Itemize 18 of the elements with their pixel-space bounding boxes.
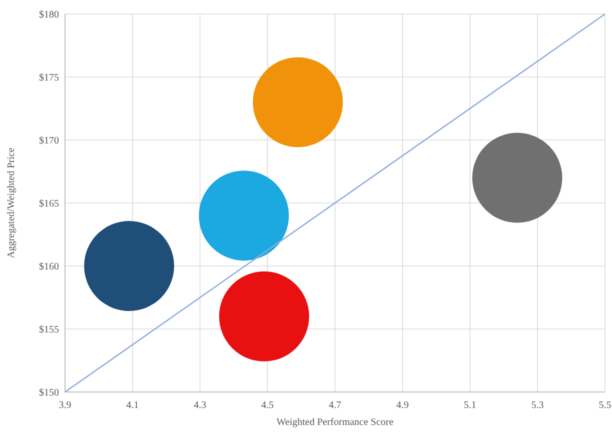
y-tick-label: $175 bbox=[39, 72, 59, 84]
y-tick-label: $170 bbox=[39, 136, 59, 146]
y-axis-title: Aggregated/Weighted Price bbox=[6, 147, 17, 258]
x-tick-label: 4.7 bbox=[328, 400, 342, 411]
y-tick-label: $155 bbox=[39, 324, 59, 336]
y-tick-label: $180 bbox=[39, 10, 59, 20]
x-tick-label: 3.9 bbox=[58, 400, 72, 411]
x-tick-label: 4.5 bbox=[261, 400, 274, 411]
y-tick-label: $160 bbox=[39, 262, 59, 272]
x-tick-label: 4.1 bbox=[126, 400, 139, 411]
y-tick-label: $150 bbox=[39, 388, 59, 398]
x-tick-label: 4.3 bbox=[194, 400, 206, 411]
x-tick-label: 5.3 bbox=[531, 400, 544, 411]
x-tick-label: 4.9 bbox=[396, 400, 409, 411]
x-tick-label: 5.1 bbox=[464, 400, 476, 411]
x-tick-label: 5.5 bbox=[598, 400, 612, 411]
y-tick-label: $165 bbox=[39, 198, 59, 210]
x-axis-title: Weighted Performance Score bbox=[276, 417, 394, 428]
